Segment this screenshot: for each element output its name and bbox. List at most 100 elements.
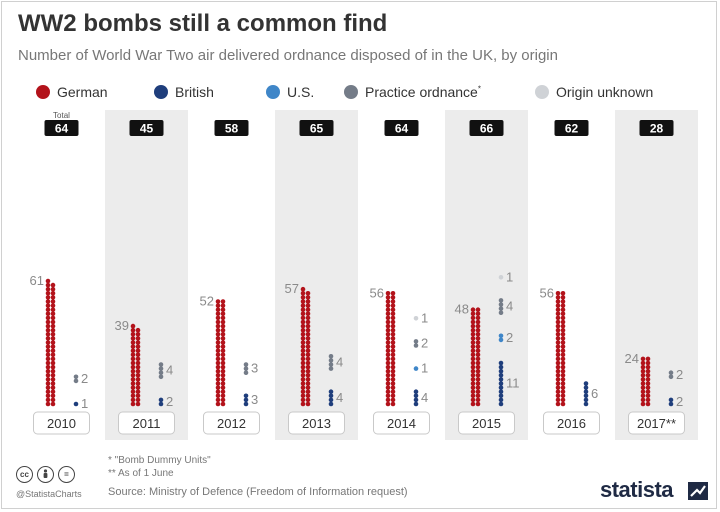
dot-german bbox=[215, 368, 221, 374]
dot-german bbox=[220, 327, 226, 333]
column-shade bbox=[275, 110, 358, 440]
dot-german bbox=[475, 327, 481, 333]
dot-german bbox=[560, 352, 566, 358]
dot-practice-ordnance bbox=[413, 343, 419, 348]
dot-german bbox=[555, 344, 561, 349]
dot-german bbox=[560, 364, 566, 370]
dot-german bbox=[555, 393, 561, 399]
dot-german bbox=[130, 352, 136, 358]
dot-german bbox=[300, 356, 306, 362]
value-label-german: 56 bbox=[540, 285, 554, 300]
dot-german bbox=[475, 319, 481, 325]
value-label-british: 2 bbox=[676, 394, 683, 409]
legend-label-practice: Practice ordnance* bbox=[365, 84, 481, 100]
dot-german bbox=[470, 401, 476, 407]
dot-practice-ordnance bbox=[243, 370, 249, 376]
legend: German British U.S. Practice ordnance* O… bbox=[36, 82, 706, 102]
source-note: Source: Ministry of Defence (Freedom of … bbox=[108, 486, 408, 498]
value-label-german: 52 bbox=[200, 294, 214, 309]
dot-german bbox=[135, 377, 141, 382]
value-label-practice-ordnance: 2 bbox=[81, 371, 88, 386]
dot-practice-ordnance bbox=[328, 358, 334, 363]
dot-german bbox=[45, 344, 51, 349]
dot-german bbox=[215, 315, 221, 321]
dot-german bbox=[390, 332, 396, 337]
dot-german bbox=[475, 373, 481, 378]
dot-practice-ordnance bbox=[498, 298, 504, 303]
dot-british bbox=[668, 397, 674, 403]
dot-british bbox=[328, 397, 334, 403]
dot-german bbox=[470, 315, 476, 321]
total-value: 65 bbox=[310, 122, 324, 136]
category-box bbox=[458, 411, 515, 435]
statista-handle[interactable]: @StatistaCharts bbox=[16, 489, 82, 499]
column-shade bbox=[615, 110, 698, 440]
dot-german bbox=[470, 373, 476, 378]
dot-german bbox=[305, 307, 311, 312]
dot-german bbox=[305, 327, 311, 333]
dot-german bbox=[645, 360, 651, 366]
dot-german bbox=[135, 348, 141, 353]
dot-german bbox=[300, 373, 306, 378]
dot-german bbox=[555, 291, 561, 296]
dot-german bbox=[220, 368, 226, 374]
dot-british bbox=[498, 377, 504, 382]
dot-german bbox=[390, 401, 396, 407]
dot-german bbox=[305, 373, 311, 378]
dot-german bbox=[45, 299, 51, 304]
dot-german bbox=[50, 381, 56, 386]
dot-german bbox=[640, 381, 646, 386]
dot-german bbox=[645, 373, 651, 378]
legend-item-practice: Practice ordnance* bbox=[344, 82, 481, 102]
dot-german bbox=[220, 307, 226, 312]
dot-german bbox=[560, 377, 566, 382]
total-value: 64 bbox=[55, 122, 69, 136]
dot-german bbox=[560, 303, 566, 308]
value-label-british: 2 bbox=[166, 394, 173, 409]
footnote-1: * "Bomb Dummy Units" bbox=[108, 455, 211, 466]
dot-german bbox=[135, 340, 141, 345]
dot-german bbox=[475, 356, 481, 362]
dot-german bbox=[560, 381, 566, 386]
category-label: 2011 bbox=[133, 416, 161, 431]
cc-icon: cc bbox=[16, 466, 33, 483]
legend-item-us: U.S. bbox=[266, 82, 314, 102]
dot-german bbox=[555, 319, 561, 325]
dot-german bbox=[640, 397, 646, 403]
dot-german bbox=[220, 319, 226, 325]
dot-german bbox=[45, 327, 51, 333]
dot-german bbox=[305, 377, 311, 382]
dot-german bbox=[470, 307, 476, 312]
dot-german bbox=[555, 385, 561, 390]
legend-item-unknown: Origin unknown bbox=[535, 82, 653, 102]
value-label-practice-ordnance: 3 bbox=[251, 361, 258, 376]
value-label-german: 39 bbox=[115, 318, 129, 333]
dot-german bbox=[305, 364, 311, 370]
dot-german bbox=[385, 319, 391, 325]
dot-german bbox=[300, 332, 306, 337]
dot-german bbox=[475, 336, 481, 341]
value-label-german: 24 bbox=[625, 351, 639, 366]
dot-german bbox=[45, 368, 51, 374]
dot-german bbox=[390, 299, 396, 304]
dot-german bbox=[130, 348, 136, 353]
dot-german bbox=[45, 291, 51, 296]
dot-german bbox=[45, 323, 51, 329]
dot-german bbox=[560, 327, 566, 333]
dot-origin-unknown bbox=[413, 316, 419, 321]
dot-german bbox=[300, 319, 306, 325]
dot-german bbox=[45, 340, 51, 345]
legend-dot-practice bbox=[344, 85, 358, 99]
dot-german bbox=[45, 348, 51, 353]
dot-german bbox=[45, 397, 51, 403]
statista-logo[interactable]: statista bbox=[600, 477, 674, 502]
dot-german bbox=[215, 389, 221, 395]
legend-label-practice-text: Practice ordnance bbox=[365, 84, 478, 100]
total-value: 45 bbox=[140, 122, 154, 136]
dot-german bbox=[390, 373, 396, 378]
legend-item-british: British bbox=[154, 82, 214, 102]
dot-german bbox=[470, 327, 476, 333]
dot-german bbox=[470, 397, 476, 403]
dot-german bbox=[220, 303, 226, 308]
dot-german bbox=[300, 348, 306, 353]
